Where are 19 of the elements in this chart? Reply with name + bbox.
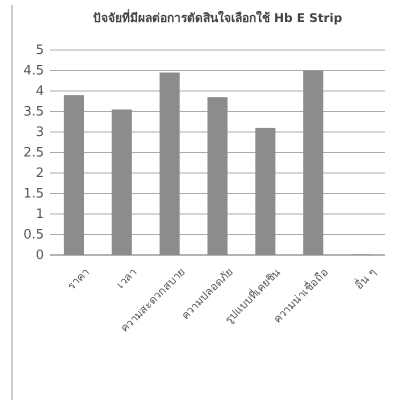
bar: [207, 97, 228, 255]
y-tick-label: 5: [36, 43, 44, 58]
y-tick-label: 4: [36, 84, 44, 100]
y-tick-label: 2.5: [23, 146, 44, 161]
y-tick-label: 0.5: [23, 228, 44, 243]
bar: [303, 70, 324, 255]
bar: [64, 95, 84, 255]
bar: [112, 109, 132, 255]
y-tick-label: 3.5: [23, 104, 44, 120]
y-tick-label: 1: [36, 207, 44, 222]
bar: [255, 128, 276, 255]
bar: [160, 72, 180, 255]
y-tick-label: 3: [36, 125, 44, 140]
x-tick-label: อื่น ๆ: [350, 264, 379, 292]
y-tick-label: 2: [36, 166, 44, 182]
chart-title: ปัจจัยที่มีผลต่อการตัดสินใจเลือกใช้ Hb E Strip: [92, 9, 343, 25]
y-tick-label: 4.5: [23, 64, 44, 79]
y-tick-label: 0: [36, 248, 44, 264]
y-tick-label: 1.5: [23, 186, 44, 202]
